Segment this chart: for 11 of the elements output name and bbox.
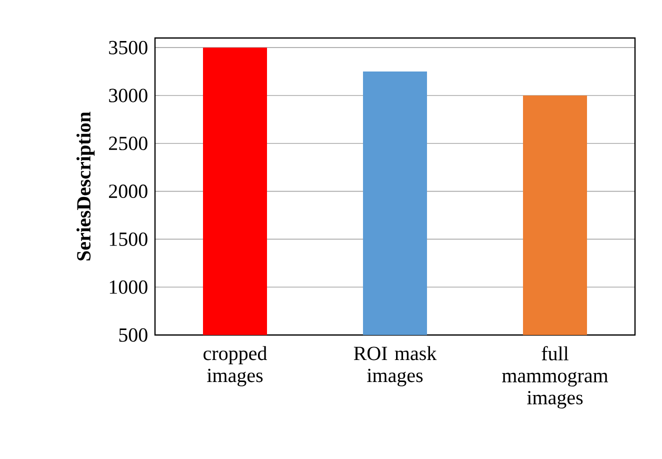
y-tick-label: 3000 xyxy=(109,88,148,102)
x-tick-label: cropped images xyxy=(204,346,267,386)
y-axis-title: SeriesDescription xyxy=(76,112,95,260)
y-tick-label: 3500 xyxy=(109,40,148,54)
y-tick-label: 500 xyxy=(119,328,148,342)
x-tick-label: full mammogram images xyxy=(502,346,608,409)
y-tick-label: 1000 xyxy=(110,280,148,294)
y-tick-label: 2000 xyxy=(109,184,148,198)
y-tick-label: 1500 xyxy=(110,232,148,246)
y-tick-label: 2500 xyxy=(109,136,148,150)
x-tick-label: ROI mask images xyxy=(354,346,437,386)
